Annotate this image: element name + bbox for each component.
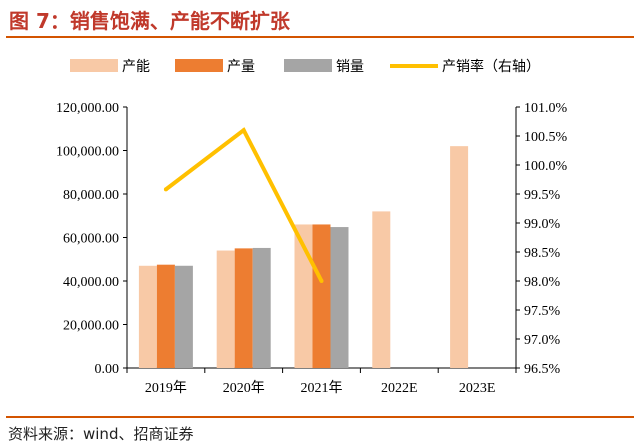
legend-label-4: 产销率（右轴）: [442, 58, 540, 75]
right-tick-label: 99.0%: [524, 217, 561, 232]
left-tick-label: 20,000.00: [63, 319, 119, 334]
figure-title: 图 7：销售饱满、产能不断扩张: [9, 9, 290, 33]
right-tick-label: 96.5%: [524, 362, 561, 377]
x-tick-label: 2020年: [223, 380, 265, 396]
right-tick-label: 100.0%: [524, 159, 568, 174]
legend-swatch-3: [284, 59, 332, 72]
ratio-point-3: [319, 279, 324, 283]
bar-1-1: [138, 265, 157, 368]
left-tick-label: 80,000.00: [63, 188, 119, 203]
x-tick-label: 2023E: [459, 381, 496, 396]
right-tick-label: 97.5%: [524, 304, 561, 319]
legend-label-1: 产能: [122, 59, 150, 75]
bar-3-2: [252, 247, 271, 368]
bar-2-3: [312, 224, 331, 368]
right-tick-label: 100.5%: [524, 130, 568, 145]
legend-label-3: 销量: [336, 59, 364, 75]
bar-1-2: [216, 250, 235, 368]
x-tick-label: 2021年: [301, 380, 343, 396]
ratio-point-2: [241, 128, 246, 133]
legend-label-2: 产量: [227, 59, 255, 75]
bar-3-3: [330, 227, 349, 368]
right-tick-label: 101.0%: [524, 101, 568, 116]
bar-1-3: [294, 224, 313, 368]
left-tick-label: 120,000.00: [56, 101, 119, 116]
right-tick-label: 97.0%: [524, 333, 561, 348]
bar-2-1: [156, 264, 175, 368]
bar-2-2: [234, 248, 253, 368]
left-tick-label: 100,000.00: [56, 145, 119, 160]
x-tick-label: 2019年: [145, 380, 187, 396]
chart-legend: 产能 产量 销量 产销率（右轴）: [70, 58, 540, 75]
bar-3-1: [174, 265, 193, 368]
right-tick-label: 98.5%: [524, 246, 561, 261]
ratio-point-1: [163, 187, 168, 192]
left-tick-label: 0.00: [95, 362, 120, 377]
chart-line: [163, 127, 324, 283]
bar-1-4: [372, 211, 391, 368]
chart-bars: [138, 146, 469, 368]
left-tick-label: 40,000.00: [63, 275, 119, 290]
source-rule: [6, 416, 634, 418]
legend-swatch-1: [70, 59, 118, 72]
left-tick-label: 60,000.00: [63, 232, 119, 247]
chart-axes: 0.00 20,000.00 40,000.00 60,000.00 80,000.00…: [56, 101, 568, 396]
legend-swatch-2: [175, 59, 223, 72]
right-tick-label: 98.0%: [524, 275, 561, 290]
right-tick-label: 99.5%: [524, 188, 561, 203]
x-tick-label: 2022E: [381, 381, 418, 396]
title-rule: [6, 36, 634, 38]
bar-1-5: [450, 146, 469, 368]
source-note: 资料来源：wind、招商证券: [8, 425, 194, 443]
